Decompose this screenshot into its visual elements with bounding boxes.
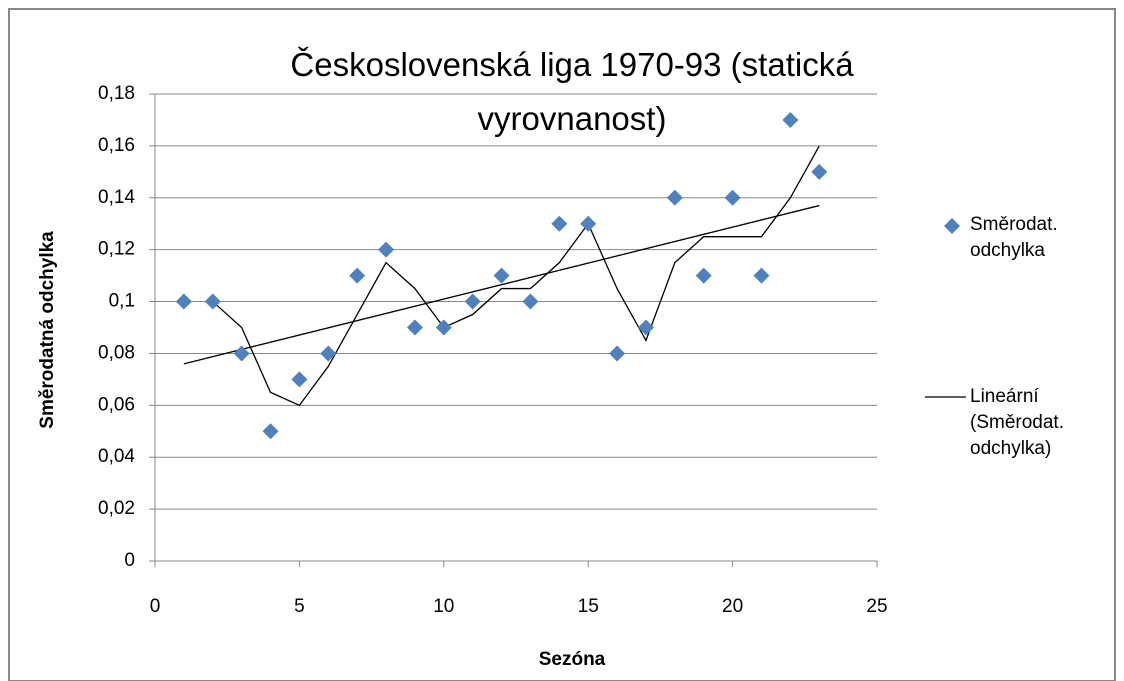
y-tick-label: 0,14: [98, 187, 135, 208]
y-tick-label: 0,06: [98, 394, 135, 415]
data-point: [724, 189, 741, 206]
x-axis-label: Sezóna: [539, 649, 606, 670]
data-point: [233, 345, 250, 362]
trend-line: [183, 204, 820, 365]
chart-title: Československá liga 1970-93 (statická vy…: [290, 46, 854, 137]
data-point: [262, 423, 279, 440]
legend-marker: [944, 218, 960, 234]
data-point: [464, 293, 481, 310]
data-point: [320, 345, 337, 362]
data-point: [493, 267, 510, 284]
chart-border: [8, 8, 1116, 681]
data-point: [522, 293, 539, 310]
x-tick-label: 15: [578, 596, 599, 617]
legend-label: Lineární (Směrodat. odchylka): [970, 386, 1064, 459]
y-tick-label: 0,18: [98, 83, 135, 104]
y-tick-label: 0,04: [98, 446, 135, 467]
x-tick-label: 0: [150, 596, 161, 617]
y-tick-label: 0,12: [98, 239, 135, 260]
legend-label: Směrodat. odchylka: [970, 214, 1058, 261]
data-point: [204, 293, 221, 310]
y-axis-label: Směrodatná odchylka: [37, 231, 58, 429]
y-tick-label: 0,08: [98, 342, 135, 363]
data-point: [695, 267, 712, 284]
data-point: [349, 267, 366, 284]
data-point: [580, 215, 597, 232]
data-point: [291, 371, 308, 388]
x-tick-label: 5: [294, 596, 305, 617]
x-tick-label: 10: [433, 596, 454, 617]
data-point: [406, 319, 423, 336]
data-point: [753, 267, 770, 284]
y-tick-label: 0,1: [109, 291, 135, 312]
y-tick-label: 0,02: [98, 498, 135, 519]
data-point: [435, 319, 452, 336]
data-point: [666, 189, 683, 206]
data-point: [175, 293, 192, 310]
y-tick-label: 0,16: [98, 135, 135, 156]
data-point: [609, 345, 626, 362]
x-tick-label: 20: [722, 596, 743, 617]
data-point: [782, 111, 799, 128]
data-point: [811, 163, 828, 180]
y-tick-label: 0: [124, 550, 135, 571]
data-point: [551, 215, 568, 232]
x-tick-label: 25: [866, 596, 887, 617]
data-point: [378, 241, 395, 258]
moving-average-line: [212, 145, 820, 407]
data-point: [637, 319, 654, 336]
